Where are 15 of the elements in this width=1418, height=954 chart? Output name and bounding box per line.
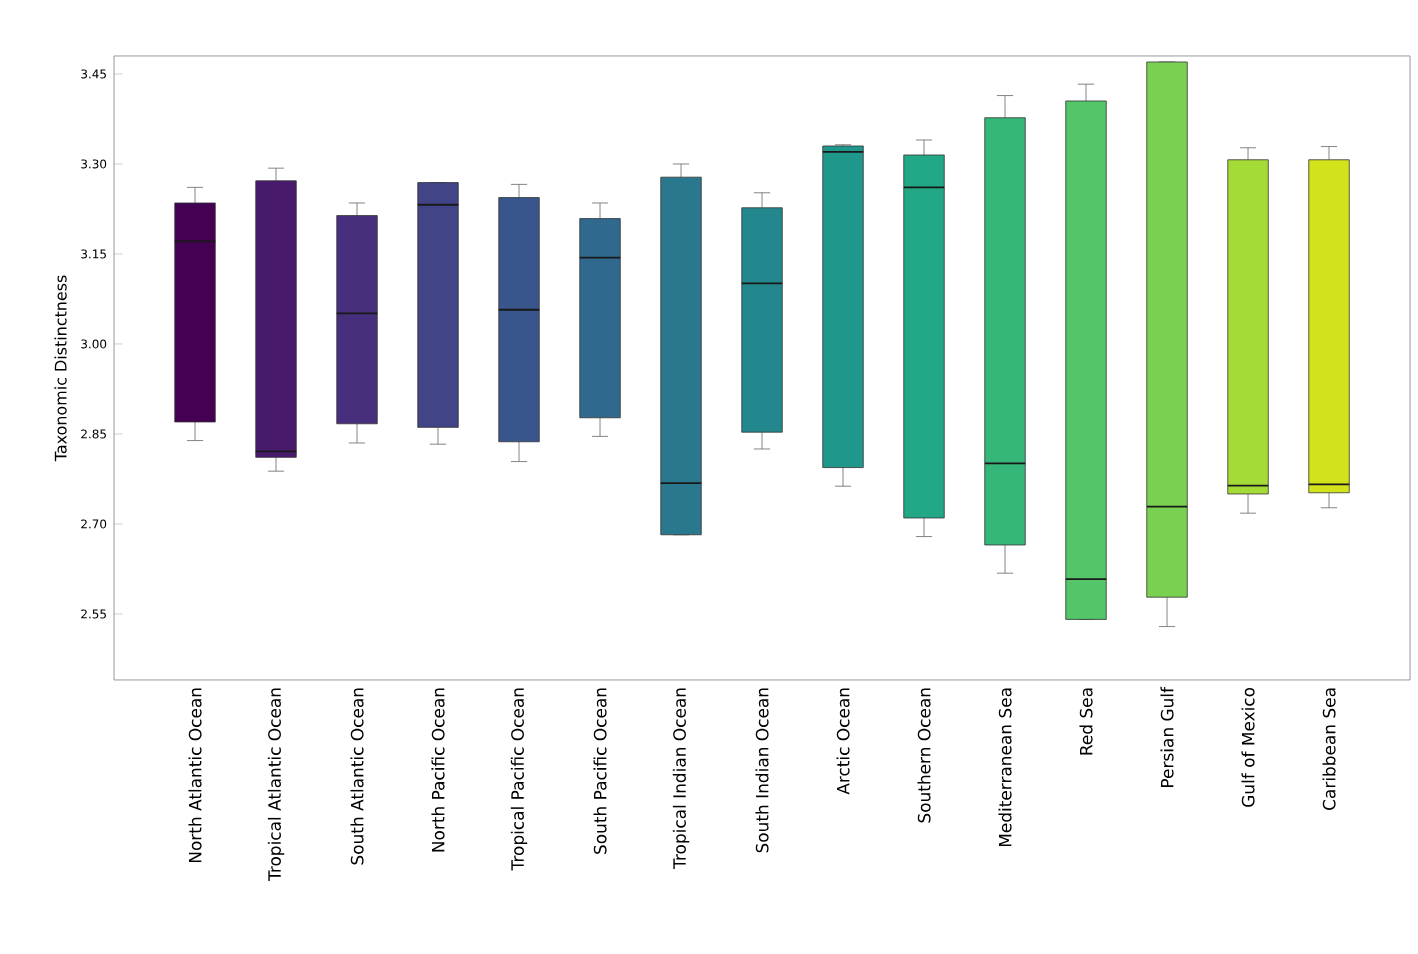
x-tick-label: South Atlantic Ocean bbox=[350, 688, 364, 865]
x-tick-label: Tropical Pacific Ocean bbox=[510, 688, 528, 871]
x-tick-label: Tropical Atlantic Ocean bbox=[267, 688, 285, 882]
x-tick-label: North Atlantic Ocean bbox=[188, 688, 202, 863]
x-tick-label: South Indian Ocean bbox=[755, 688, 769, 853]
x-tick-label: Mediterranean Sea bbox=[998, 688, 1012, 847]
x-tick-label: Persian Gulf bbox=[1160, 686, 1174, 787]
x-tick-label: North Pacific Ocean bbox=[431, 688, 445, 852]
x-tick-label: South Pacific Ocean bbox=[593, 688, 607, 854]
x-tick-label: Southern Ocean bbox=[917, 688, 931, 823]
x-tick-label: Gulf of Mexico bbox=[1241, 687, 1255, 807]
x-tick-label: Tropical Indian Ocean bbox=[672, 688, 690, 869]
x-tick-label: Arctic Ocean bbox=[836, 688, 850, 795]
x-tick-label: Caribbean Sea bbox=[1322, 688, 1336, 810]
x-tick-label: Red Sea bbox=[1079, 688, 1093, 755]
